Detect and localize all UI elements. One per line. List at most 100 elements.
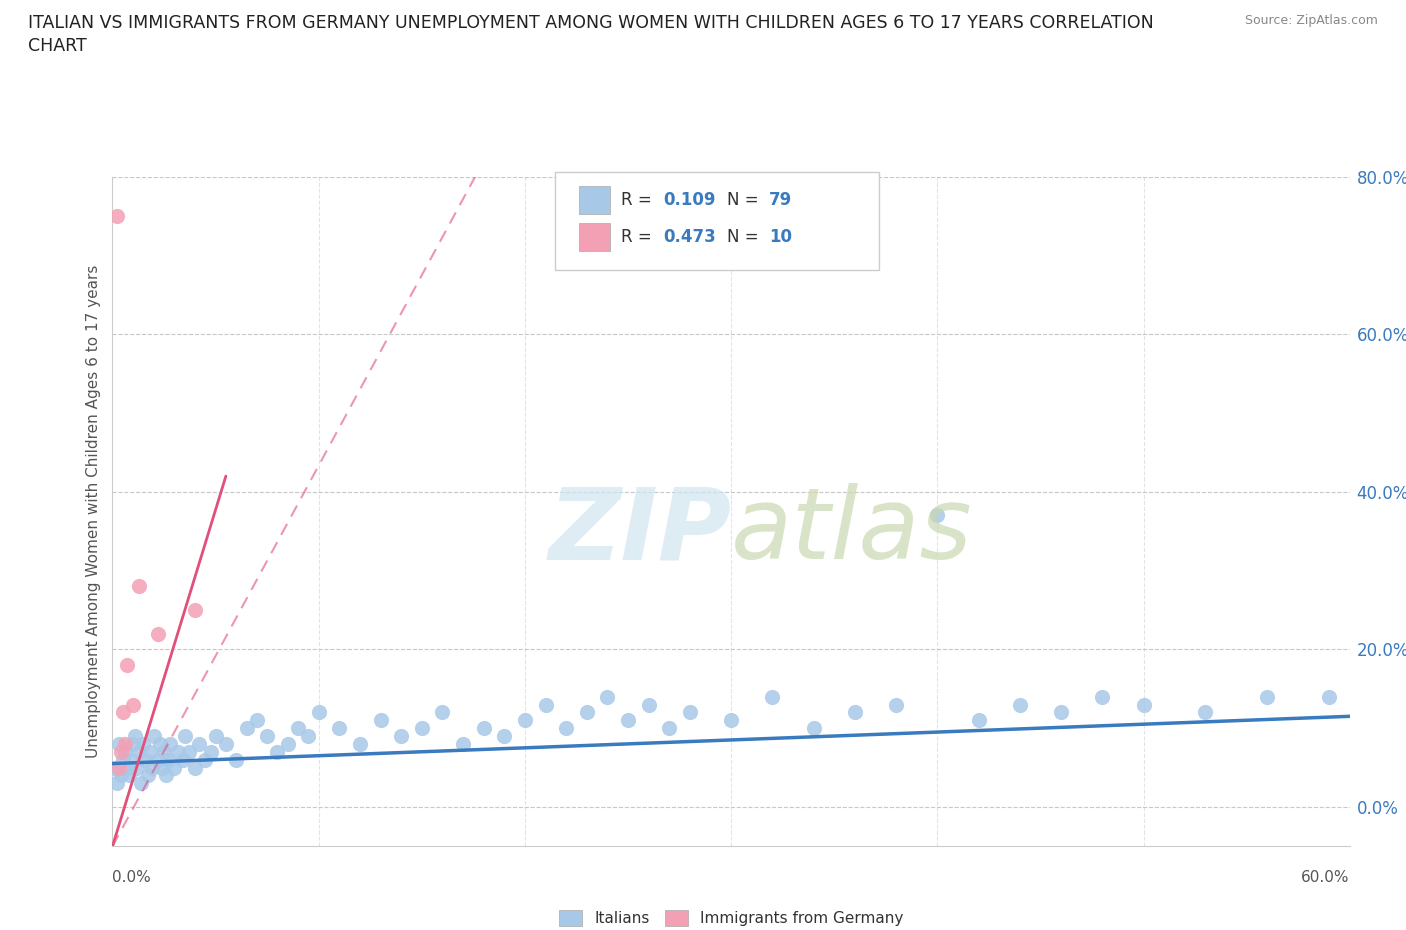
Point <box>146 752 169 767</box>
Point <box>266 744 288 759</box>
Point <box>111 752 134 767</box>
Point <box>105 208 128 223</box>
Point <box>128 744 150 759</box>
Point <box>1008 698 1031 712</box>
Point <box>127 760 149 775</box>
Point <box>110 744 132 759</box>
Point <box>370 712 392 727</box>
Point <box>114 744 136 759</box>
Point <box>105 776 128 790</box>
Point <box>141 760 163 775</box>
Point <box>215 737 238 751</box>
Text: R =: R = <box>621 228 658 246</box>
Point <box>122 737 145 751</box>
Point <box>107 760 129 775</box>
Point <box>1256 689 1278 704</box>
Point <box>110 768 132 783</box>
Point <box>246 712 269 727</box>
Point <box>150 760 173 775</box>
Point <box>204 728 226 743</box>
Point <box>1194 705 1216 720</box>
Text: Source: ZipAtlas.com: Source: ZipAtlas.com <box>1244 14 1378 27</box>
Point <box>131 776 153 790</box>
Point <box>115 760 138 775</box>
Text: 0.109: 0.109 <box>664 191 716 209</box>
Text: CHART: CHART <box>28 37 87 55</box>
Point <box>115 658 138 672</box>
Point <box>200 744 222 759</box>
Text: N =: N = <box>727 228 763 246</box>
Point <box>967 712 990 727</box>
Text: 60.0%: 60.0% <box>1302 870 1350 884</box>
Point <box>761 689 783 704</box>
Point <box>637 698 659 712</box>
Point <box>163 760 186 775</box>
Point <box>803 721 825 736</box>
Point <box>1091 689 1114 704</box>
Point <box>1132 698 1154 712</box>
Point <box>111 705 134 720</box>
Point <box>679 705 702 720</box>
Point <box>720 712 742 727</box>
Point <box>472 721 495 736</box>
Point <box>122 698 145 712</box>
Point <box>884 698 907 712</box>
Text: N =: N = <box>727 191 763 209</box>
Point <box>107 737 129 751</box>
Point <box>256 728 278 743</box>
Text: 0.473: 0.473 <box>664 228 717 246</box>
Point <box>225 752 247 767</box>
Point <box>389 728 412 743</box>
Point <box>194 752 217 767</box>
Text: 0.0%: 0.0% <box>112 870 152 884</box>
Point <box>155 768 177 783</box>
Point <box>494 728 516 743</box>
Point <box>132 737 155 751</box>
Point <box>1317 689 1340 704</box>
Point <box>188 737 211 751</box>
Point <box>927 508 949 523</box>
Point <box>103 760 125 775</box>
Point <box>138 744 160 759</box>
Point <box>124 728 146 743</box>
Point <box>308 705 330 720</box>
Text: ITALIAN VS IMMIGRANTS FROM GERMANY UNEMPLOYMENT AMONG WOMEN WITH CHILDREN AGES 6: ITALIAN VS IMMIGRANTS FROM GERMANY UNEMP… <box>28 14 1154 32</box>
Point <box>172 752 194 767</box>
Point <box>617 712 640 727</box>
Point <box>287 721 309 736</box>
Point <box>167 744 190 759</box>
Point <box>513 712 536 727</box>
Point <box>844 705 866 720</box>
Point <box>534 698 557 712</box>
Point <box>134 752 156 767</box>
Point <box>149 737 172 751</box>
Point <box>658 721 681 736</box>
Point <box>184 760 207 775</box>
Point <box>153 744 176 759</box>
Text: 79: 79 <box>769 191 793 209</box>
Text: 10: 10 <box>769 228 792 246</box>
Point <box>118 768 141 783</box>
Point <box>184 603 207 618</box>
Point <box>159 737 181 751</box>
Point <box>146 626 169 641</box>
Point <box>349 737 371 751</box>
Point <box>451 737 474 751</box>
Point <box>114 737 136 751</box>
Point <box>136 768 159 783</box>
Point <box>120 752 142 767</box>
Point <box>328 721 350 736</box>
Point <box>157 752 180 767</box>
Text: R =: R = <box>621 191 658 209</box>
Legend: Italians, Immigrants from Germany: Italians, Immigrants from Germany <box>553 904 910 930</box>
Point <box>596 689 619 704</box>
Text: atlas: atlas <box>731 483 973 580</box>
Point <box>128 578 150 593</box>
Point <box>575 705 598 720</box>
Point <box>1050 705 1073 720</box>
Text: ZIP: ZIP <box>548 483 731 580</box>
Point <box>411 721 433 736</box>
Point <box>555 721 578 736</box>
Y-axis label: Unemployment Among Women with Children Ages 6 to 17 years: Unemployment Among Women with Children A… <box>86 265 101 758</box>
Point <box>177 744 200 759</box>
